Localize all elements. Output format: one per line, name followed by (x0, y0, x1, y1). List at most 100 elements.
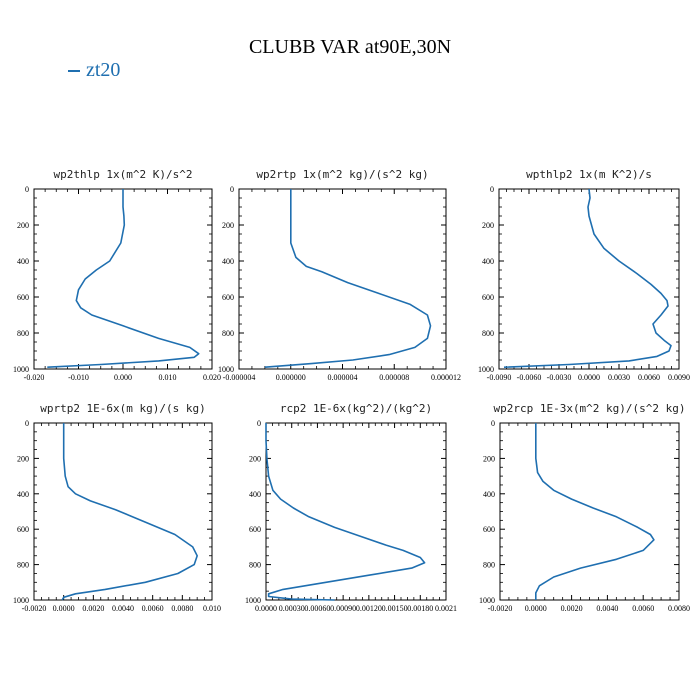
subplot-title: wpthlp2 1x(m K^2)/s (526, 168, 652, 181)
x-tick-label: 0.0060 (638, 373, 660, 382)
series-line (61, 423, 198, 601)
plot-frame (265, 422, 447, 601)
chart-title: CLUBB VAR at90E,30N (248, 36, 452, 58)
x-tick-label: -0.0030 (547, 373, 572, 382)
x-tick-label: -0.000004 (223, 373, 256, 382)
y-tick-label: 1000 (218, 365, 234, 374)
x-tick-label: 0.0030 (608, 373, 630, 382)
subplot-title: wp2thlp 1x(m^2 K)/s^2 (53, 168, 192, 181)
y-tick-label: 600 (17, 525, 29, 534)
subplot-6: wp2rcp 1E-3x(m^2 kg)/(s^2 kg) 0 200 400 600 8… (479, 402, 690, 613)
y-tick-label: 0 (230, 185, 234, 194)
x-tick-label: -0.010 (68, 373, 89, 382)
x-tick-label: -0.0020 (488, 604, 513, 613)
x-tick-label: 0.000 (114, 373, 132, 382)
series-line (264, 189, 432, 368)
y-tick-label: 400 (17, 490, 29, 499)
y-tick-label: 400 (482, 257, 494, 266)
y-tick-label: 600 (483, 525, 495, 534)
series-line (47, 189, 200, 368)
y-tick-label: 200 (249, 454, 261, 463)
plot-frame (33, 188, 213, 370)
x-tick-label: 0.0060 (632, 604, 654, 613)
x-tick-label: 0.00090 (330, 604, 356, 613)
x-tick-label: 0.000008 (379, 373, 409, 382)
subplot-title: wprtp2 1E-6x(m kg)/(s kg) (40, 402, 206, 415)
x-tick-label: 0.0080 (668, 604, 690, 613)
x-tick-label: 0.0090 (668, 373, 690, 382)
series-line (503, 188, 672, 368)
subplot-1: wp2thlp 1x(m^2 K)/s^202004006008001000-0… (13, 168, 221, 382)
y-tick-label: 600 (222, 293, 234, 302)
legend-label: zt20 (86, 59, 121, 81)
x-tick-label: 0.00180 (407, 604, 433, 613)
y-tick-label: 400 (483, 490, 495, 499)
x-tick-label: 0.0020 (82, 604, 104, 613)
x-tick-label: 0.0000 (578, 373, 600, 382)
x-tick-label: 0.0040 (596, 604, 618, 613)
x-tick-label: -0.0060 (517, 373, 542, 382)
x-tick-label: 0.010 (159, 373, 177, 382)
x-tick-label: 0.0080 (171, 604, 193, 613)
y-tick-label: 200 (17, 454, 29, 463)
subplot-5: rcp2 1E-6x(kg^2)/(kg^2) 0 200 400 600 800 1000… (245, 402, 457, 613)
x-tick-label: 0.00030 (279, 604, 305, 613)
plot-frame (33, 422, 213, 601)
y-tick-label: 1000 (479, 596, 495, 605)
legend-swatch (68, 70, 80, 73)
y-tick-label: 1000 (13, 365, 29, 374)
y-tick-label: 200 (482, 221, 494, 230)
y-tick-label: 800 (17, 561, 29, 570)
y-tick-label: 800 (482, 329, 494, 338)
series-line (534, 423, 655, 600)
x-tick-label: -0.020 (24, 373, 45, 382)
subplot-title: wp2rtp 1x(m^2 kg)/(s^2 kg) (256, 168, 428, 181)
y-tick-label: 0 (25, 185, 29, 194)
x-tick-label: 0.00150 (382, 604, 408, 613)
x-tick-label: 0.0000 (255, 604, 277, 613)
x-tick-label: 0.0000 (53, 604, 75, 613)
x-tick-label: 0.000004 (328, 373, 358, 382)
x-tick-label: 0.000012 (431, 373, 461, 382)
y-tick-label: 200 (17, 221, 29, 230)
subplot-4: wprtp2 1E-6x(m kg)/(s kg) 0 200 400 600 800 10… (13, 402, 221, 613)
subplot-3: wpthlp2 1x(m K^2)/s02004006008001000-0.0… (478, 168, 690, 382)
y-tick-label: 800 (222, 329, 234, 338)
x-tick-label: 0.010 (203, 604, 221, 613)
y-tick-label: 800 (249, 561, 261, 570)
y-tick-label: 400 (17, 257, 29, 266)
plot-frame (499, 422, 680, 601)
legend: zt20 (68, 59, 120, 82)
x-tick-label: 0.0000 (525, 604, 547, 613)
y-tick-label: 0 (25, 419, 29, 428)
y-tick-label: 1000 (13, 596, 29, 605)
y-tick-label: 0 (490, 185, 494, 194)
plot-frame (238, 188, 447, 370)
y-tick-label: 1000 (245, 596, 261, 605)
y-tick-label: 400 (222, 257, 234, 266)
y-tick-label: 600 (17, 293, 29, 302)
y-tick-label: 800 (483, 561, 495, 570)
x-tick-label: 0.020 (203, 373, 221, 382)
y-tick-label: 400 (249, 490, 261, 499)
y-tick-label: 800 (17, 329, 29, 338)
series-line (265, 423, 426, 601)
x-tick-label: 0.0021 (435, 604, 457, 613)
y-tick-label: 0 (257, 419, 261, 428)
subplot-title: rcp2 1E-6x(kg^2)/(kg^2) (280, 402, 432, 415)
y-tick-label: 1000 (478, 365, 494, 374)
x-tick-label: 0.000000 (276, 373, 306, 382)
y-tick-label: 200 (483, 454, 495, 463)
x-tick-label: 0.00120 (356, 604, 382, 613)
subplot-title: wp2rcp 1E-3x(m^2 kg)/(s^2 kg) (493, 402, 685, 415)
x-tick-label: 0.0020 (561, 604, 583, 613)
y-tick-label: 0 (491, 419, 495, 428)
x-tick-label: 0.0060 (142, 604, 164, 613)
y-tick-label: 200 (222, 221, 234, 230)
x-tick-label: 0.00060 (304, 604, 330, 613)
x-tick-label: -0.0020 (22, 604, 47, 613)
y-tick-label: 600 (249, 525, 261, 534)
x-tick-label: -0.0090 (487, 373, 512, 382)
subplot-2: wp2rtp 1x(m^2 kg)/(s^2 kg) 0 200 400 600 800 1… (218, 168, 461, 382)
